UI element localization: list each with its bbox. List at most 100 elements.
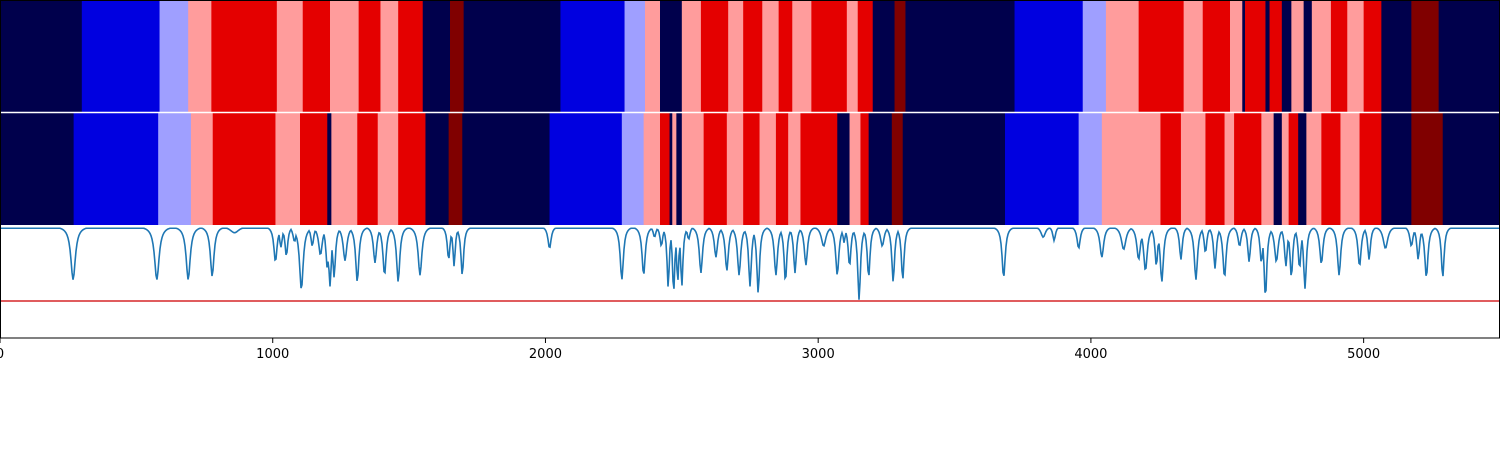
track-1-segment-46 bbox=[1330, 0, 1348, 112]
track-2-segment-52 bbox=[1359, 113, 1382, 225]
track-1-segment-29 bbox=[894, 0, 907, 112]
track-2-segment-13 bbox=[448, 113, 463, 225]
track-2-segment-22 bbox=[681, 113, 705, 225]
track-1-segment-32 bbox=[1082, 0, 1107, 112]
track-1-segment-20 bbox=[728, 0, 744, 112]
track-2-segment-26 bbox=[759, 113, 777, 225]
track-1-segment-34 bbox=[1138, 0, 1185, 112]
track-1-segment-27 bbox=[857, 0, 874, 112]
track-1-segment-33 bbox=[1105, 0, 1140, 112]
track-2-segment-34 bbox=[891, 113, 904, 225]
track-1-segment-11 bbox=[422, 0, 451, 112]
track-1-segment-37 bbox=[1230, 0, 1243, 112]
track-1-segment-43 bbox=[1291, 0, 1305, 112]
track-1-segment-26 bbox=[846, 0, 859, 112]
track-2-segment-0 bbox=[0, 113, 75, 225]
track-1-segment-19 bbox=[700, 0, 729, 112]
track-2-segment-42 bbox=[1224, 113, 1235, 225]
track-2-segment-44 bbox=[1261, 113, 1275, 225]
state-track-1 bbox=[0, 0, 1500, 112]
track-2-segment-55 bbox=[1442, 113, 1500, 225]
signal-line bbox=[0, 227, 1500, 300]
track-1-segment-3 bbox=[188, 0, 212, 112]
track-2-segment-21 bbox=[676, 113, 683, 225]
track-1-segment-10 bbox=[398, 0, 424, 112]
track-2-segment-47 bbox=[1288, 113, 1299, 225]
track-2-segment-11 bbox=[398, 113, 427, 225]
track-1-segment-4 bbox=[211, 0, 278, 112]
x-tick-label-1000: 1000 bbox=[256, 347, 289, 362]
track-2-segment-5 bbox=[275, 113, 301, 225]
track-1-segment-40 bbox=[1265, 0, 1271, 112]
track-1-segment-51 bbox=[1438, 0, 1500, 112]
track-2-segment-53 bbox=[1381, 113, 1412, 225]
track-2-segment-36 bbox=[1005, 113, 1080, 225]
track-1-segment-7 bbox=[330, 0, 360, 112]
track-2-segment-41 bbox=[1205, 113, 1226, 225]
track-2-segment-20 bbox=[672, 113, 677, 225]
track-1-segment-18 bbox=[681, 0, 702, 112]
track-2-segment-30 bbox=[837, 113, 851, 225]
line-panel bbox=[0, 226, 1500, 338]
track-2-segment-4 bbox=[212, 113, 277, 225]
track-1-segment-48 bbox=[1363, 0, 1382, 112]
track-2-segment-2 bbox=[158, 113, 192, 225]
track-1-segment-42 bbox=[1281, 0, 1292, 112]
track-2-segment-25 bbox=[743, 113, 761, 225]
track-2-segment-14 bbox=[462, 113, 551, 225]
track-2-segment-46 bbox=[1281, 113, 1290, 225]
track-2-segment-7 bbox=[327, 113, 332, 225]
track-2-segment-24 bbox=[726, 113, 744, 225]
state-track-2 bbox=[0, 113, 1500, 225]
track-1-segment-50 bbox=[1411, 0, 1440, 112]
track-2-segment-17 bbox=[643, 113, 661, 225]
track-2-segment-10 bbox=[377, 113, 399, 225]
track-1-segment-25 bbox=[811, 0, 848, 112]
track-2-segment-40 bbox=[1180, 113, 1207, 225]
track-1-segment-44 bbox=[1303, 0, 1313, 112]
track-1-segment-28 bbox=[872, 0, 896, 112]
track-1-segment-17 bbox=[660, 0, 683, 112]
track-1-segment-38 bbox=[1242, 0, 1246, 112]
track-1-segment-41 bbox=[1269, 0, 1283, 112]
track-1-segment-24 bbox=[792, 0, 812, 112]
track-2-segment-49 bbox=[1306, 113, 1322, 225]
track-1-segment-47 bbox=[1347, 0, 1365, 112]
track-1-segment-35 bbox=[1183, 0, 1204, 112]
track-2-segment-19 bbox=[669, 113, 673, 225]
track-1-segment-2 bbox=[159, 0, 189, 112]
x-tick-label-5000: 5000 bbox=[1347, 347, 1380, 362]
track-2-segment-6 bbox=[300, 113, 328, 225]
track-1-segment-36 bbox=[1202, 0, 1231, 112]
track-1-segment-22 bbox=[762, 0, 780, 112]
x-tick-label-3000: 3000 bbox=[802, 347, 835, 362]
track-1-segment-23 bbox=[778, 0, 793, 112]
track-1-segment-0 bbox=[0, 0, 83, 112]
track-2-segment-43 bbox=[1234, 113, 1262, 225]
track-2-segment-16 bbox=[621, 113, 645, 225]
track-2-segment-9 bbox=[357, 113, 379, 225]
track-1-segment-6 bbox=[302, 0, 331, 112]
x-axis: 0 1000 2000 3000 4000 5000 bbox=[0, 338, 1380, 362]
track-1-segment-8 bbox=[358, 0, 382, 112]
track-1-segment-1 bbox=[81, 0, 161, 112]
track-2-segment-18 bbox=[660, 113, 671, 225]
track-2-segment-45 bbox=[1273, 113, 1283, 225]
track-2-segment-54 bbox=[1411, 113, 1444, 225]
track-1-segment-13 bbox=[463, 0, 562, 112]
track-2-segment-15 bbox=[549, 113, 623, 225]
track-2-segment-51 bbox=[1340, 113, 1361, 225]
track-2-segment-1 bbox=[73, 113, 159, 225]
x-tick-label-4000: 4000 bbox=[1074, 347, 1107, 362]
track-1-segment-15 bbox=[624, 0, 646, 112]
track-1-segment-16 bbox=[645, 0, 661, 112]
track-1-segment-5 bbox=[276, 0, 304, 112]
track-1-segment-14 bbox=[560, 0, 626, 112]
x-tick-label-2000: 2000 bbox=[529, 347, 562, 362]
track-2-segment-32 bbox=[860, 113, 870, 225]
x-tick-label-0: 0 bbox=[0, 347, 4, 362]
track-2-segment-37 bbox=[1078, 113, 1103, 225]
track-2-segment-39 bbox=[1160, 113, 1182, 225]
track-2-segment-28 bbox=[788, 113, 802, 225]
